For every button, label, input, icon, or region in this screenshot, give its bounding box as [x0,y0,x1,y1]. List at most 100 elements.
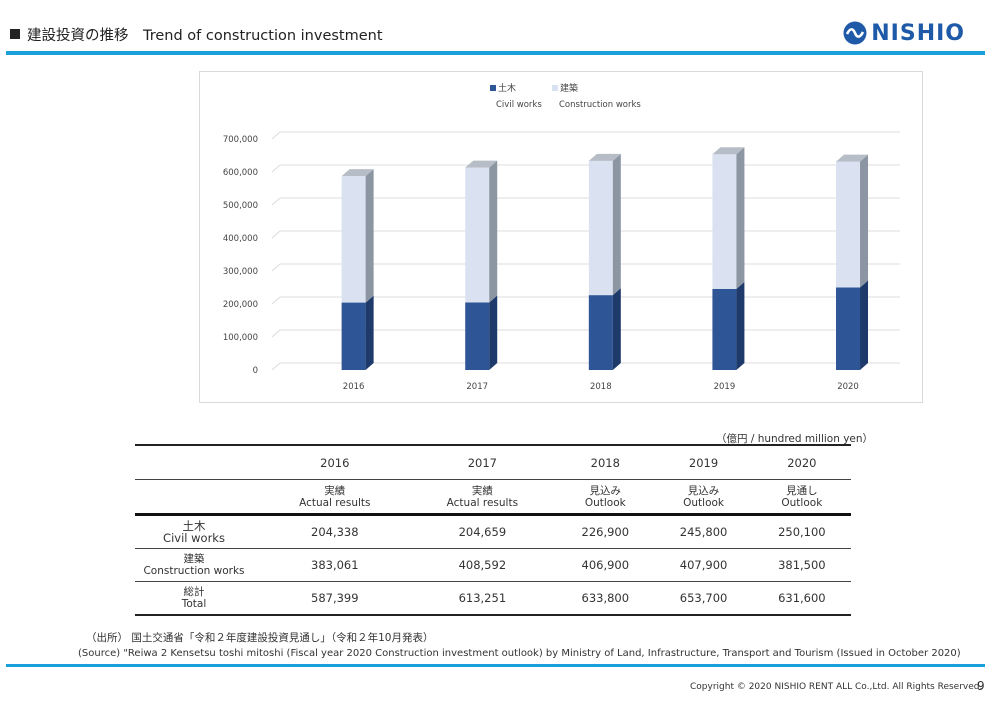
table-cell: 245,800 [654,513,753,549]
bar-construction-works-side [736,147,745,289]
status-cell: 実績 Actual results [261,479,409,515]
gridline-depth [271,329,281,338]
gridline-depth [271,362,281,371]
bar-top [341,169,374,177]
row-label-jp: 建築 [183,553,205,565]
status-jp: 実績 [471,484,493,497]
bar-construction-works [341,176,366,303]
page-title: 建設投資の推移 Trend of construction investment [10,24,383,45]
row-label-en: Total [181,598,207,610]
year-header: 2020 [752,444,851,480]
bar-civil-works-side [365,295,374,370]
table-row-status: 実績 Actual results 実績 Actual results 見込み Out… [135,479,851,515]
year-header: 2019 [654,444,753,480]
status-cell: 見込み Outlook [654,479,753,515]
x-tick-label: 2020 [837,382,859,392]
status-jp: 見通し [786,484,818,497]
y-tick-label: 400,000 [223,234,258,244]
status-en: Outlook [781,496,823,509]
footer-rule [6,664,985,667]
bar-civil-works-side [489,295,498,370]
page-title-text: 建設投資の推移 Trend of construction investment [27,28,383,44]
status-en: Actual results [299,496,371,509]
bar-construction-works [712,154,737,289]
table-cell: 204,659 [408,513,557,549]
year-header: 2016 [261,444,409,480]
bar-civil-works [712,288,737,370]
gridline-depth [271,230,281,239]
status-cell: 見通し Outlook [752,479,851,515]
row-label-en: Civil works [163,531,225,545]
nishio-logo-icon [843,21,867,45]
table-cell: 613,251 [408,581,557,616]
bar-construction-works-side [365,169,374,303]
chart-container: 0 100,000 200,000 300,000 400,000 500,000 600,… [199,71,923,403]
legend-label-construction-works-en: Construction works [559,100,641,110]
status-cell: 実績 Actual results [408,479,557,515]
copyright-text: Copyright © 2020 NISHIO RENT ALL Co.,Ltd… [690,682,983,692]
bar-top [712,147,745,155]
legend-swatch-construction-works [552,85,558,91]
row-label: 建築 Construction works [135,548,253,582]
x-tick-label: 2019 [714,382,736,392]
bar-construction-works-side [612,153,621,296]
status-cell: 見込み Outlook [556,479,655,515]
bar-construction-works [836,161,861,288]
bar-civil-works [588,295,613,370]
bar-civil-works-side [612,288,621,370]
table-cell: 587,399 [261,581,409,616]
y-tick-label: 300,000 [223,267,258,277]
bar-construction-works [465,167,490,303]
table-cell: 406,900 [556,548,655,582]
bar-top [836,154,869,162]
y-tick-label: 500,000 [223,201,258,211]
gridline-depth [271,131,281,140]
year-header: 2018 [556,444,655,480]
table-cell: 408,592 [408,548,557,582]
y-tick-label: 100,000 [223,333,258,343]
bar-construction-works-side [860,154,869,288]
bar-construction-works [588,160,613,296]
table-cell: 250,100 [752,513,851,549]
row-label: 総計 Total [135,581,253,616]
square-bullet-icon [10,29,20,39]
bar-construction-works-side [489,160,498,303]
legend-swatch-civil-works [490,85,496,91]
stacked-bar-chart: 0 100,000 200,000 300,000 400,000 500,000 600,… [223,82,900,392]
table-unit-note: （億円 / hundred million yen） [716,433,874,445]
table-corner-cell [135,444,253,480]
table-cell: 226,900 [556,513,655,549]
table-row-construction-works: 建築 Construction works 383,061 408,592 406… [135,548,851,582]
bar-top [465,160,498,168]
nishio-logo-text: NISHIO [871,20,965,46]
table-cell: 407,900 [654,548,753,582]
y-tick-label: 0 [253,366,258,376]
gridline-depth [271,296,281,305]
nishio-logo: NISHIO [842,18,965,48]
page-number: 9 [977,679,985,693]
source-note-en: (Source) "Reiwa 2 Kensetsu toshi mitoshi… [78,648,961,659]
bar-civil-works-side [860,280,869,370]
table-row-years: 2016 2017 2018 2019 2020 [135,444,851,480]
bar-civil-works [465,302,490,370]
table-row-civil-works: 土木 Civil works 204,338 204,659 226,900 24… [135,513,851,549]
status-jp: 見込み [589,484,622,497]
table-cell: 653,700 [654,581,753,616]
status-en: Actual results [446,496,519,509]
table-cell: 381,500 [752,548,851,582]
gridline-depth [271,164,281,173]
legend-label-civil-works-jp: 土木 [498,82,516,94]
bar-civil-works [341,302,366,370]
row-label-jp: 土木 [182,519,206,533]
x-tick-label: 2016 [343,382,365,392]
status-jp: 実績 [324,484,346,497]
page-header: 建設投資の推移 Trend of construction investment… [0,0,1005,56]
table-row-total: 総計 Total 587,399 613,251 633,800 653,700 … [135,581,851,616]
y-tick-label: 200,000 [223,300,258,310]
row-label: 土木 Civil works [135,513,253,549]
bar-top [588,153,621,161]
status-jp: 見込み [687,484,720,497]
x-tick-label: 2017 [466,382,488,392]
gridline-depth [271,197,281,206]
row-label-jp: 総計 [183,586,205,598]
